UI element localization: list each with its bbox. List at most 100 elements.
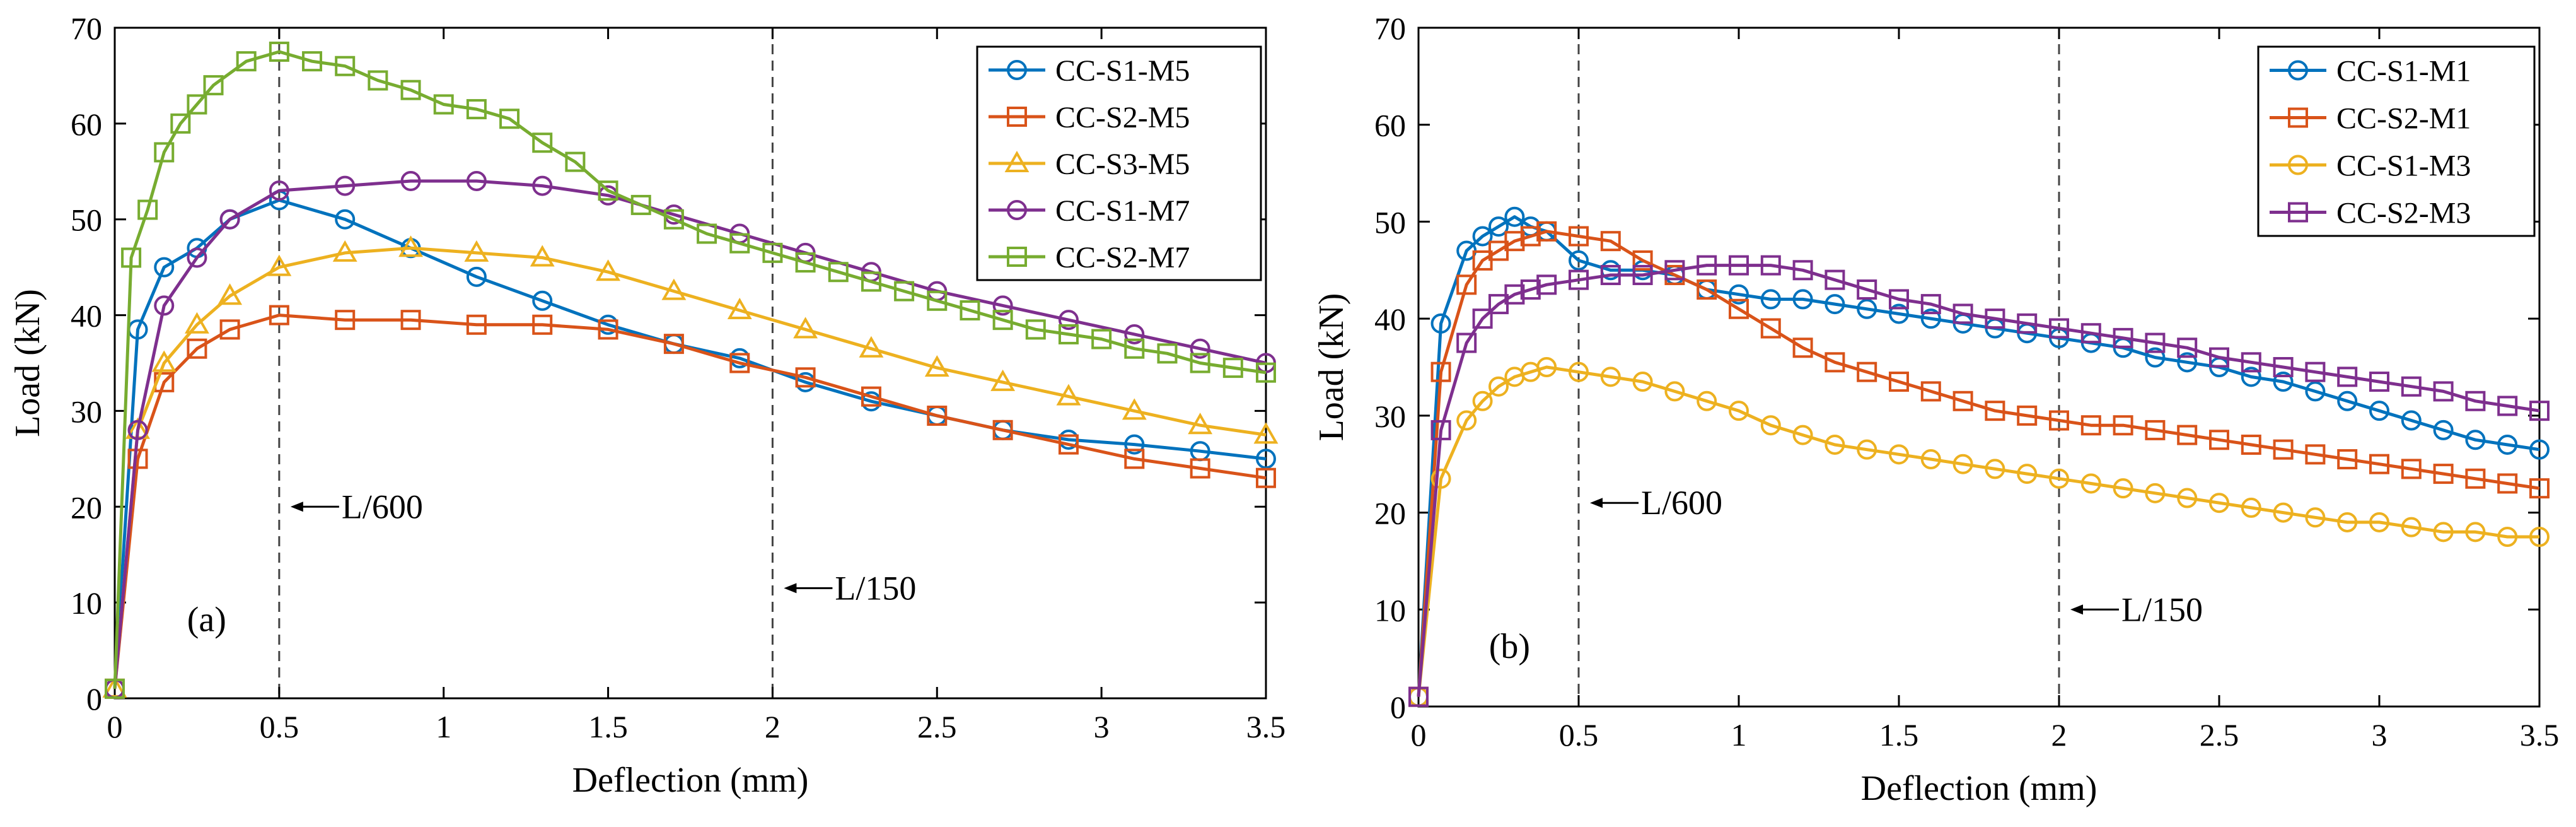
data-point [2529, 439, 2550, 460]
data-point [236, 51, 257, 72]
data-point [1569, 250, 1589, 271]
data-point [1952, 390, 1973, 411]
data-point [2529, 401, 2550, 421]
x-tick-label: 3.5 [2520, 717, 2560, 753]
data-point [1952, 303, 1973, 324]
data-point [697, 223, 717, 244]
data-point [1857, 439, 1877, 460]
x-axis-label: Deflection (mm) [1861, 769, 2097, 808]
data-point [532, 175, 553, 196]
data-point [2177, 337, 2198, 358]
data-point [154, 295, 175, 316]
data-point [2369, 454, 2389, 474]
legend-item: CC-S1-M7 [989, 194, 1190, 228]
legend-item: CC-S2-M1 [2270, 102, 2471, 136]
legend-label: CC-S1-M3 [2336, 150, 2471, 183]
data-point [2465, 430, 2486, 450]
data-point [1857, 279, 1877, 300]
data-point [1857, 298, 1877, 319]
data-point [2241, 367, 2261, 387]
data-point [1504, 206, 1525, 227]
data-point [2497, 434, 2518, 455]
y-tick-label: 0 [86, 681, 102, 717]
data-point [1857, 361, 1877, 382]
data-point [663, 334, 684, 355]
data-point [1792, 289, 1813, 310]
data-point [1760, 255, 1781, 276]
y-tick-label: 50 [71, 202, 102, 238]
data-point [1488, 376, 1509, 397]
legend-item: CC-S1-M3 [2270, 150, 2471, 183]
data-point [2145, 419, 2166, 440]
data-point [2113, 478, 2133, 499]
arrowhead [2070, 604, 2083, 615]
data-point [1091, 329, 1112, 349]
data-point [1600, 231, 1621, 252]
data-point [335, 209, 356, 230]
series-line [113, 246, 1267, 689]
data-point [187, 247, 207, 268]
data-point [1792, 425, 1813, 445]
legend-item: CC-S1-M5 [989, 54, 1190, 88]
data-point [1920, 381, 1941, 402]
data-point [400, 79, 421, 100]
series-line [1417, 365, 2539, 697]
data-point [2337, 390, 2358, 411]
data-point [1889, 303, 1909, 324]
data-point [795, 252, 816, 273]
data-point [1025, 319, 1046, 340]
data-point [861, 386, 881, 407]
data-point [2145, 483, 2166, 503]
legend-swatch-marker [1004, 150, 1030, 172]
data-point [598, 180, 618, 201]
data-point [154, 257, 175, 278]
data-point [400, 170, 421, 191]
data-point [1697, 279, 1717, 300]
legend: CC-S1-M1 CC-S2-M1 CC-S1-M3 CC-S2-M3 [2257, 45, 2536, 237]
data-point [332, 240, 357, 262]
data-point [1632, 264, 1653, 285]
series-line [113, 198, 1267, 689]
data-point [1664, 260, 1685, 281]
y-tick-label: 30 [71, 394, 102, 429]
arrowhead [290, 501, 303, 512]
data-point [335, 310, 356, 331]
series-line [1417, 230, 2540, 697]
data-point [2080, 415, 2101, 436]
data-point [127, 449, 148, 469]
data-point [2209, 347, 2229, 368]
data-point [1256, 449, 1276, 469]
series-cc-s2-m1 [1408, 221, 2550, 707]
data-point [2273, 372, 2294, 392]
data-point [154, 142, 175, 163]
data-point [2177, 425, 2198, 445]
data-point [1488, 216, 1509, 237]
data-point [464, 240, 489, 262]
data-point [2017, 313, 2038, 334]
data-point [2113, 415, 2133, 436]
data-point [861, 271, 881, 292]
data-point [1472, 226, 1493, 247]
y-tick-label: 60 [71, 107, 102, 142]
data-point [1456, 332, 1477, 353]
annotation-label: L/150 [2121, 590, 2203, 628]
data-point [1985, 308, 2005, 329]
panel-label: (b) [1489, 627, 1530, 666]
data-point [1825, 434, 1845, 455]
data-point [400, 310, 421, 331]
data-point [1729, 284, 1749, 305]
data-point [121, 247, 142, 268]
y-tick-label: 70 [71, 11, 102, 46]
data-point [729, 353, 750, 373]
data-point [1889, 372, 1909, 392]
data-point [990, 369, 1016, 391]
data-point [187, 338, 207, 359]
x-tick-label: 0 [1411, 717, 1427, 753]
data-point [2049, 318, 2069, 339]
y-tick-label: 70 [1374, 11, 1406, 46]
data-point [1600, 264, 1621, 285]
data-point [1430, 313, 1451, 334]
legend-label: CC-S2-M3 [2336, 197, 2471, 230]
data-point [1430, 361, 1451, 382]
data-point [433, 94, 454, 115]
